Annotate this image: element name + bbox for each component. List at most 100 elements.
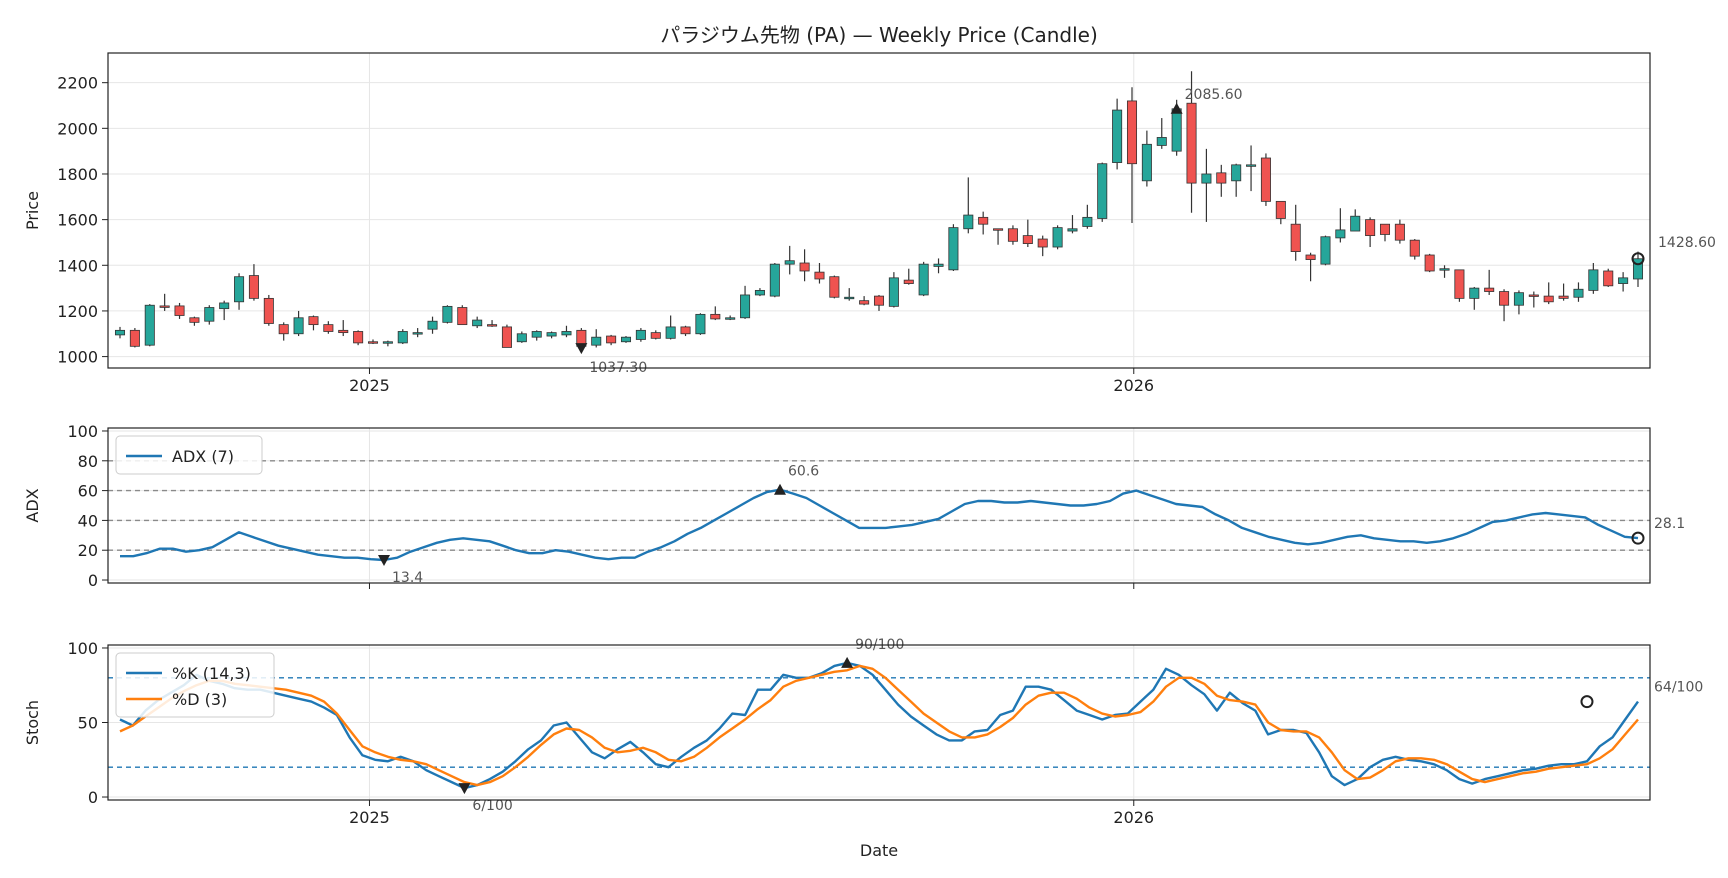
y-tick-label: 100 xyxy=(67,639,98,658)
panel-frame xyxy=(107,644,1651,801)
adx-last-marker xyxy=(1631,531,1645,545)
candle-body xyxy=(1141,143,1152,182)
candle-body xyxy=(1469,287,1480,299)
candle-body xyxy=(1335,229,1346,239)
candle-body xyxy=(487,324,498,327)
candle-body xyxy=(1603,270,1614,287)
candle-body xyxy=(1305,254,1316,260)
candle-body xyxy=(606,335,617,344)
y-tick-label: 80 xyxy=(78,452,98,471)
candle-body xyxy=(531,331,542,338)
price-low-marker xyxy=(575,343,588,355)
candle-body xyxy=(859,300,870,305)
y-tick-label: 100 xyxy=(67,422,98,441)
y-tick-label: 1600 xyxy=(57,211,98,230)
stoch-low-label: 6/100 xyxy=(472,798,512,814)
candle-body xyxy=(948,227,959,271)
candle-body xyxy=(933,263,944,267)
price-high-label: 2085.60 xyxy=(1185,87,1243,103)
candle-body xyxy=(1454,269,1465,299)
candle-body xyxy=(1052,227,1063,248)
y-tick-label: 60 xyxy=(78,482,98,501)
candle-body xyxy=(665,326,676,339)
y-tick-label: 2000 xyxy=(57,119,98,138)
candle-body xyxy=(382,341,393,344)
y-tick-label: 1200 xyxy=(57,302,98,321)
candle-body xyxy=(219,302,230,310)
candle-body xyxy=(1186,102,1197,184)
candle-body xyxy=(1365,219,1376,237)
x-tick-label: 2026 xyxy=(1113,808,1154,827)
candle-body xyxy=(1424,254,1435,272)
candle-body xyxy=(1082,216,1093,227)
candle-body xyxy=(888,277,899,307)
candle-body xyxy=(1499,291,1510,306)
y-tick-label: 1000 xyxy=(57,348,98,367)
candle-body xyxy=(144,304,155,346)
candle-body xyxy=(308,316,319,326)
stoch-last-label: 64/100 xyxy=(1654,680,1703,696)
candle-body xyxy=(1350,215,1361,232)
candle-body xyxy=(799,262,810,272)
candle-body xyxy=(1528,294,1539,297)
candle-body xyxy=(1231,164,1242,182)
candle-body xyxy=(248,275,259,299)
candle-body xyxy=(1022,235,1033,244)
price-last-marker xyxy=(1631,252,1645,266)
x-tick-label: 2026 xyxy=(1113,376,1154,395)
candle-body xyxy=(442,305,453,323)
candle-body xyxy=(635,329,646,340)
legend-entry: %D (3) xyxy=(172,690,227,709)
candle-body xyxy=(740,294,751,319)
candle-body xyxy=(784,260,795,265)
y-tick-label: 2200 xyxy=(57,74,98,93)
candle-body xyxy=(993,228,1004,231)
candle-body xyxy=(1484,287,1495,292)
candle-body xyxy=(1558,295,1569,299)
candle-body xyxy=(263,297,274,324)
candle-body xyxy=(189,317,200,323)
candle-body xyxy=(323,324,334,332)
legend-entry: ADX (7) xyxy=(172,447,234,466)
candle-body xyxy=(397,331,408,344)
y-axis-label: Stoch xyxy=(23,700,42,745)
legend-entry: %K (14,3) xyxy=(172,664,251,683)
candle-body xyxy=(1275,200,1286,219)
y-tick-label: 1800 xyxy=(57,165,98,184)
y-tick-label: 1400 xyxy=(57,256,98,275)
legend-box xyxy=(115,652,275,718)
candle-body xyxy=(1379,223,1391,235)
candle-body xyxy=(204,307,215,322)
candle-body xyxy=(1394,223,1405,241)
candle-body xyxy=(829,276,840,298)
candle-body xyxy=(1126,100,1138,165)
candle-body xyxy=(1573,288,1584,298)
candle-body xyxy=(1097,163,1108,219)
series-line xyxy=(120,488,1639,562)
price-high-marker xyxy=(1170,102,1183,114)
candle-body xyxy=(873,295,885,306)
candle-body xyxy=(710,313,721,320)
panel-frame xyxy=(107,52,1651,369)
candle-body xyxy=(1320,236,1331,265)
candle-body xyxy=(620,336,632,343)
candle-body xyxy=(725,317,736,320)
candle-body xyxy=(278,324,289,335)
candle-body xyxy=(293,317,304,335)
series-line xyxy=(119,661,1639,790)
candle-body xyxy=(680,326,691,335)
adx-low-label: 13.4 xyxy=(392,570,423,586)
candle-body xyxy=(754,289,765,296)
candle-body xyxy=(412,332,423,335)
candle-body xyxy=(159,305,170,308)
candle-body xyxy=(1246,164,1257,167)
candle-body xyxy=(844,296,855,300)
candle-body xyxy=(903,279,914,284)
candle-body xyxy=(516,333,527,343)
x-tick-label: 2025 xyxy=(349,808,390,827)
candle-body xyxy=(353,331,364,344)
stoch-last-marker xyxy=(1580,695,1594,709)
price-last-label: 1428.60 xyxy=(1658,235,1716,251)
